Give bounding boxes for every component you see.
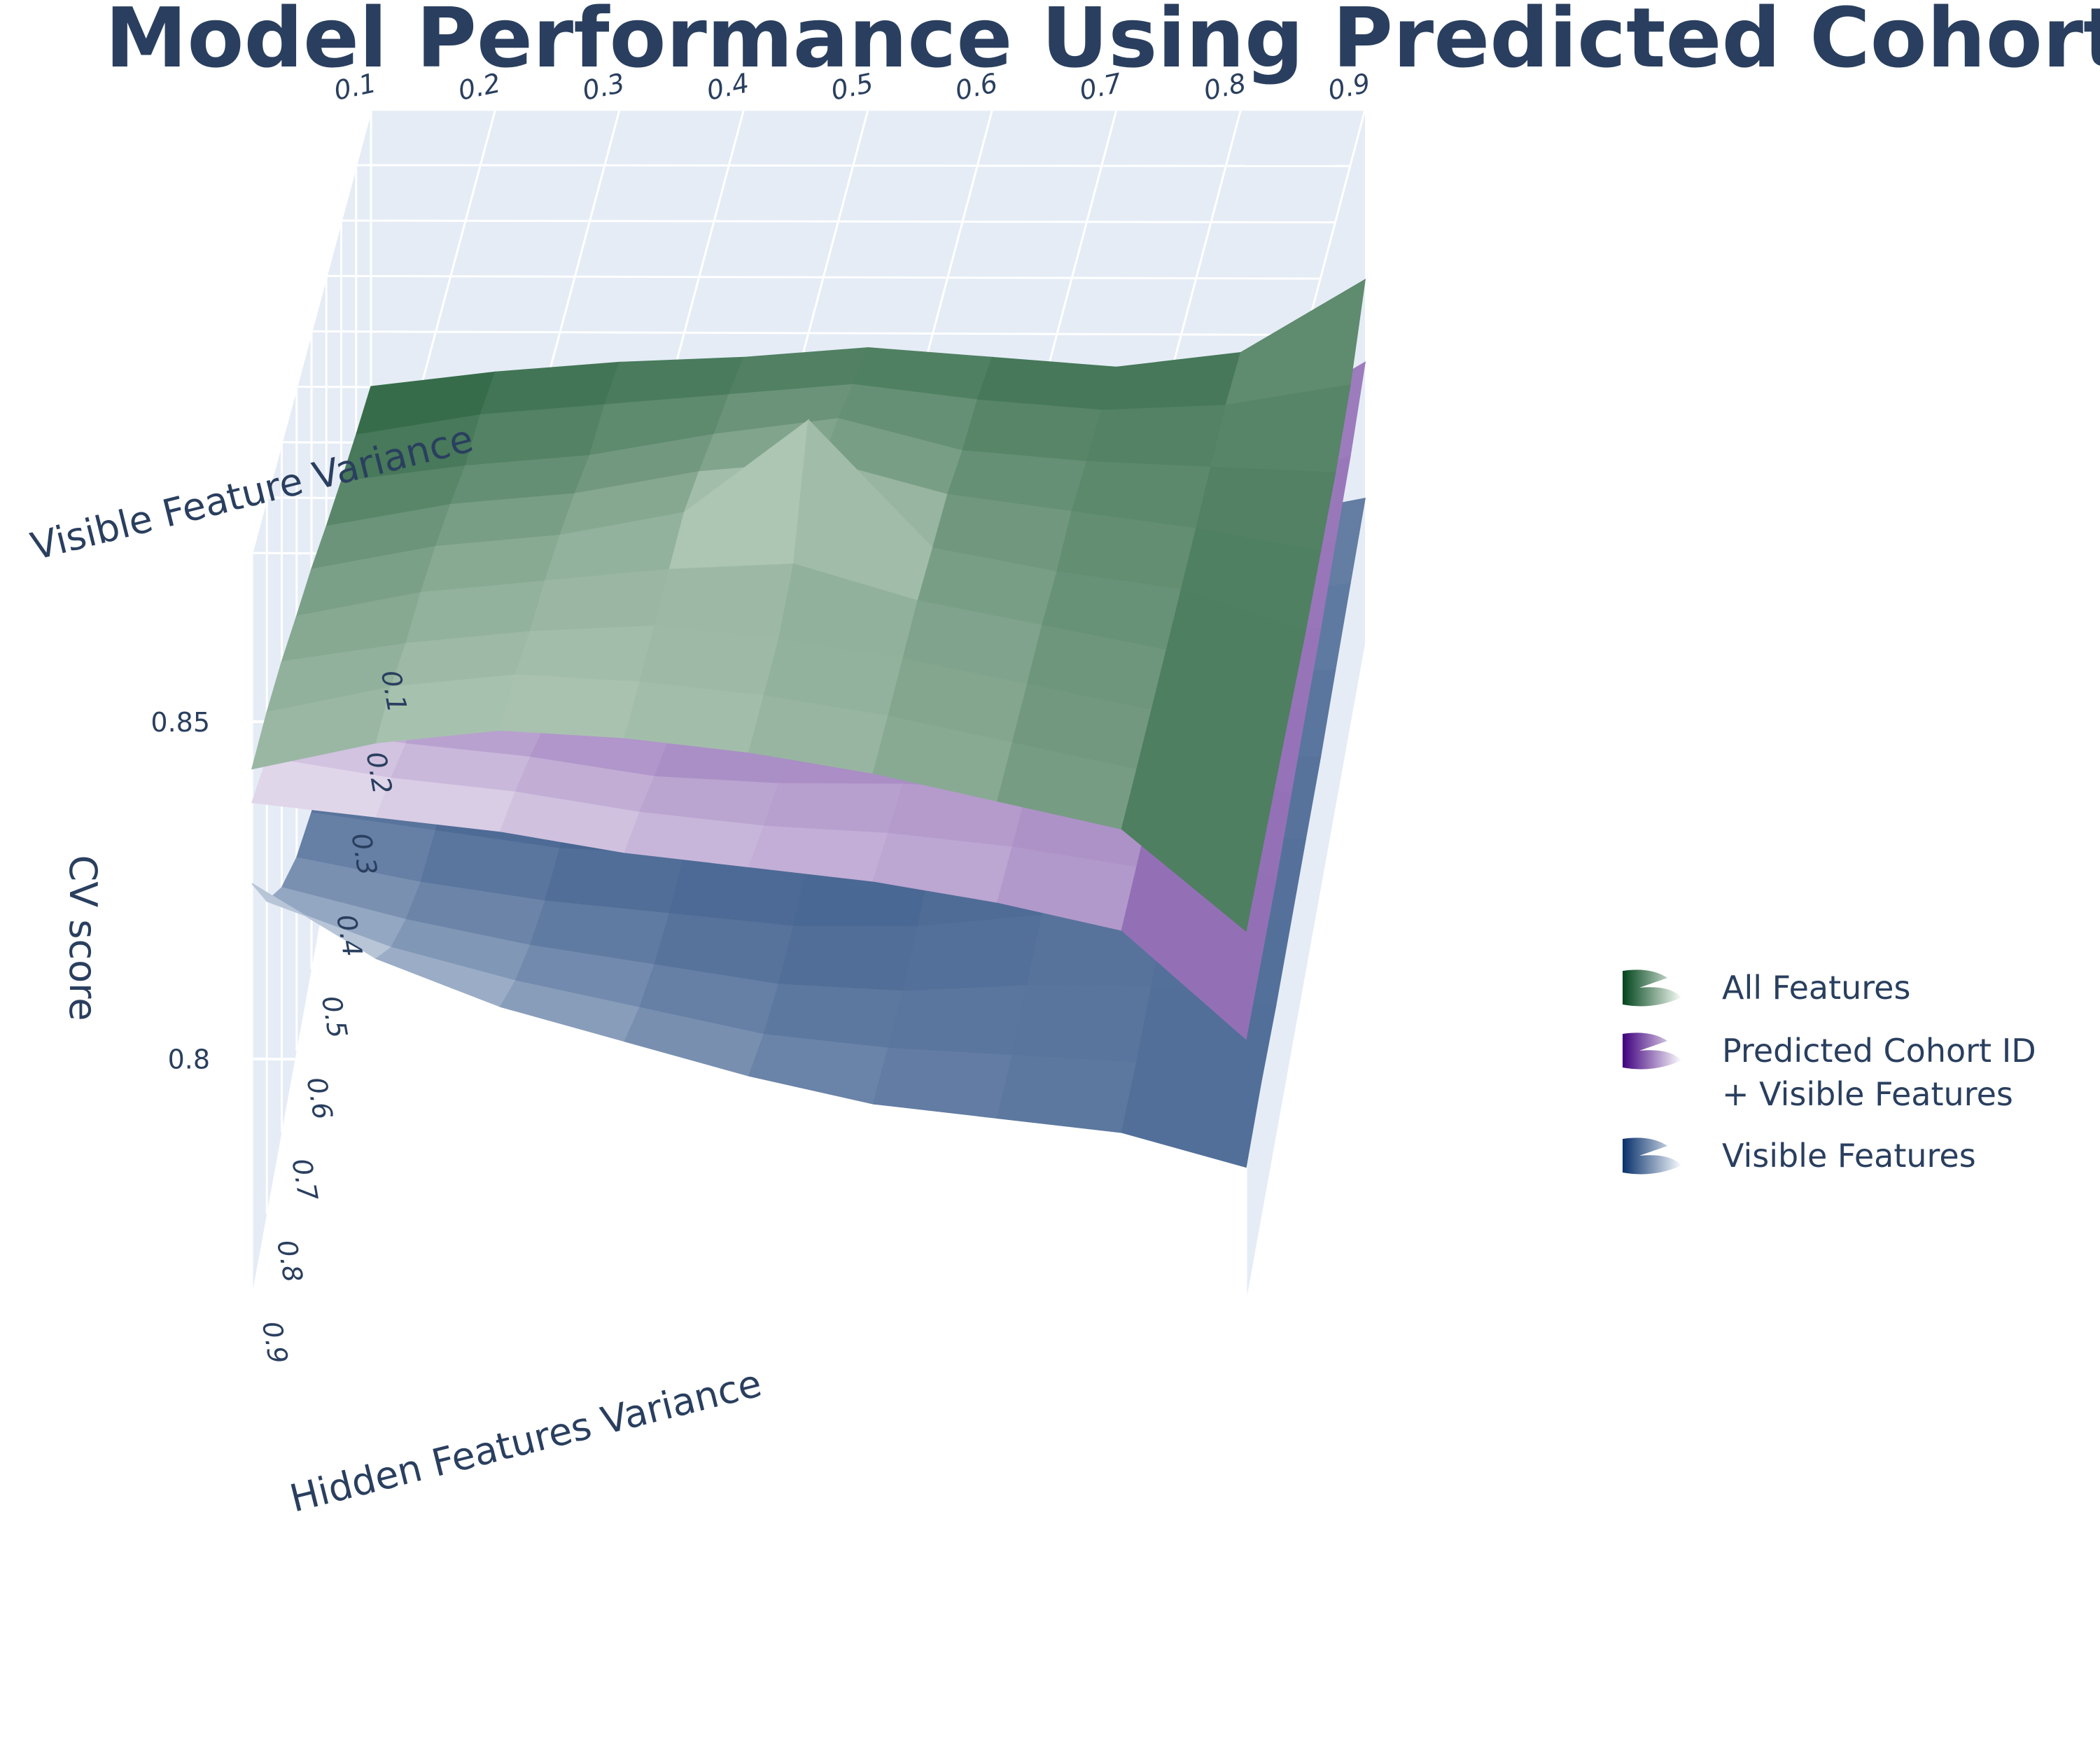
surface-cell	[500, 674, 640, 738]
surface-cell	[514, 625, 655, 683]
legend-item[interactable]: All Features	[1623, 969, 1910, 1007]
z-tick-label: 0.8	[168, 1044, 210, 1075]
surface-cell	[1121, 867, 1262, 1040]
surface-cell	[778, 925, 919, 992]
legend-label: Predicted Cohort ID	[1722, 1032, 2036, 1070]
surface-all-features[interactable]	[251, 279, 1366, 932]
x-tick-label: 0.8	[271, 1238, 309, 1284]
chart-title: Model Performance Using Predicted Cohort	[105, 0, 2100, 86]
legend[interactable]: All Features Predicted Cohort ID + Visible…	[1623, 969, 2036, 1175]
x-tick-label: 0.9	[256, 1319, 294, 1366]
plot-scene[interactable]: 0.80.850.1 0.2 0.3 0.4 0.5 0.6 0.7 0.8 0.90.10.2…	[27, 67, 1373, 1520]
z-tick-label: 0.85	[150, 707, 210, 738]
x-tick-label: 0.7	[286, 1156, 323, 1203]
legend-item[interactable]: Visible Features	[1623, 1137, 1976, 1175]
x-axis-title: Hidden Features Variance	[286, 1361, 766, 1520]
grid-line	[356, 164, 1350, 167]
x-tick-label: 0.2	[360, 749, 398, 796]
x-tick-label: 0.1	[375, 668, 413, 715]
surface-cell	[1086, 405, 1227, 468]
grid-line	[341, 219, 1336, 224]
legend-label: All Features	[1722, 969, 1910, 1007]
z-axis-title: CV score	[61, 855, 105, 1021]
surface-swatch-icon	[1623, 1032, 1681, 1070]
surface-cell	[1121, 1062, 1262, 1168]
surface-swatch-icon	[1623, 1138, 1681, 1175]
legend-label: + Visible Features	[1722, 1075, 2013, 1113]
surface-cell	[1121, 769, 1262, 932]
surface-swatch-icon	[1623, 969, 1681, 1007]
x-tick-label: 0.6	[301, 1074, 339, 1121]
x-tick-label: 0.4	[330, 912, 368, 959]
legend-label: Visible Features	[1722, 1137, 1976, 1175]
surface-cell	[763, 783, 904, 834]
surface-cell	[887, 985, 1028, 1056]
surface-cell	[872, 1047, 1014, 1119]
x-tick-label: 0.5	[316, 993, 354, 1040]
surface-cell	[902, 914, 1043, 992]
grid-line	[326, 274, 1321, 280]
grid-line	[311, 330, 1306, 336]
legend-item[interactable]: Predicted Cohort ID + Visible Features	[1623, 1032, 2036, 1113]
surface-cell	[997, 1055, 1138, 1133]
x-tick-label: 0.3	[345, 831, 383, 878]
surface-cell	[1011, 985, 1152, 1063]
